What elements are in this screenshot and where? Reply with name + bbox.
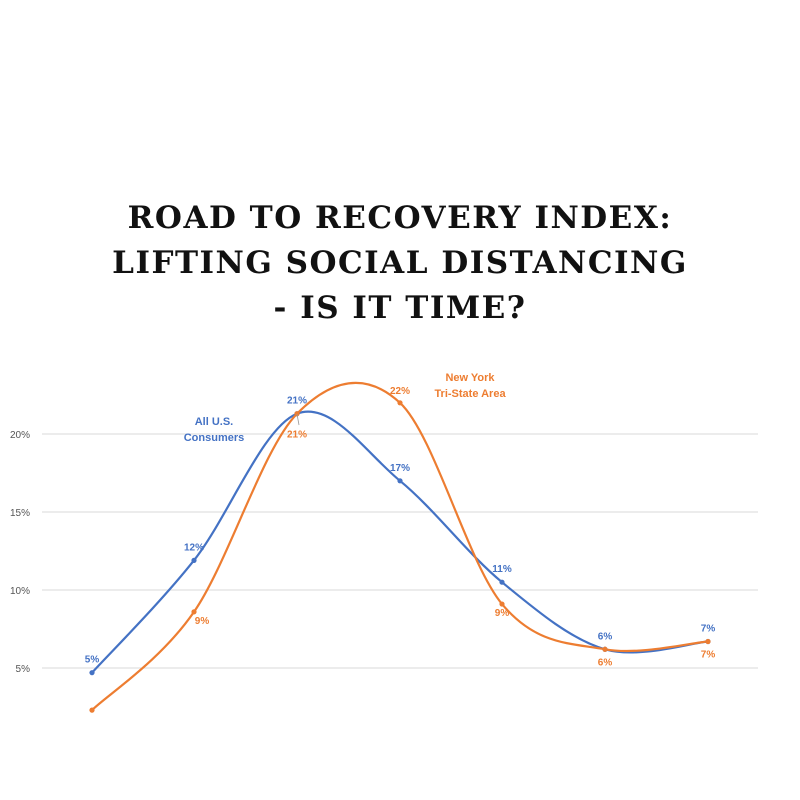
data-point [705,638,711,645]
title-line-1: ROAD TO RECOVERY INDEX: [127,200,673,236]
title-line-3: - IS IT TIME? [273,290,527,326]
data-point [499,601,505,607]
data-label: 21% [287,430,307,441]
series-name-labels: All U.S. Consumers New York Tri-State Area [184,372,507,444]
series-name-label: New York [445,372,495,384]
data-label: 17% [390,463,410,474]
series-name-label: All U.S. [195,416,234,428]
data-point [499,579,505,585]
y-tick-label: 5% [16,664,31,675]
data-label: 6% [598,631,613,642]
y-axis-ticks: 5% 10% 15% 20% [10,430,30,675]
data-labels: 5% 12% 21% 17% 11% 6% 7% 9% 21% 22% 9% 6% 7% [85,386,716,668]
data-label: 7% [701,649,716,660]
data-point [191,609,197,615]
y-tick-label: 20% [10,430,30,441]
grid-lines [42,433,758,669]
data-point [89,670,95,676]
data-label: 6% [598,657,613,668]
data-points [89,400,711,713]
data-label: 11% [492,564,512,575]
data-label: 7% [701,623,716,634]
data-point [89,707,95,713]
data-label: 12% [184,542,204,553]
title-line-2: LIFTING SOCIAL DISTANCING [112,245,688,281]
data-point [602,646,608,652]
data-label: 5% [85,655,100,666]
series-name-label: Consumers [184,432,245,444]
data-label: 21% [287,396,307,407]
data-label: 22% [390,386,410,397]
data-point [191,557,197,563]
page-title: ROAD TO RECOVERY INDEX: LIFTING SOCIAL D… [0,196,800,331]
data-label: 9% [195,616,210,627]
y-tick-label: 15% [10,508,30,519]
series-name-label: Tri-State Area [434,388,506,400]
y-tick-label: 10% [10,586,30,597]
data-point [397,478,403,484]
data-point [294,411,300,417]
label-leader-line [296,413,300,426]
data-point [397,400,403,406]
data-label: 9% [495,608,510,619]
